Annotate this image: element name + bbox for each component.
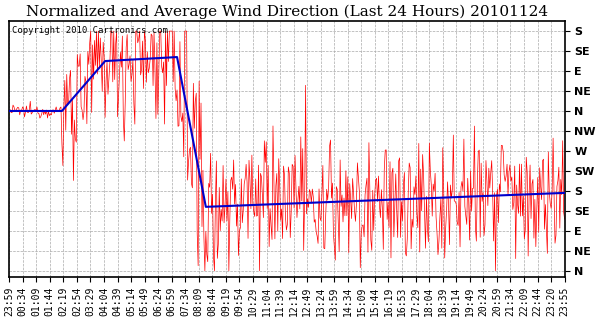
- Title: Normalized and Average Wind Direction (Last 24 Hours) 20101124: Normalized and Average Wind Direction (L…: [26, 4, 548, 19]
- Text: Copyright 2010 Cartronics.com: Copyright 2010 Cartronics.com: [12, 26, 168, 35]
